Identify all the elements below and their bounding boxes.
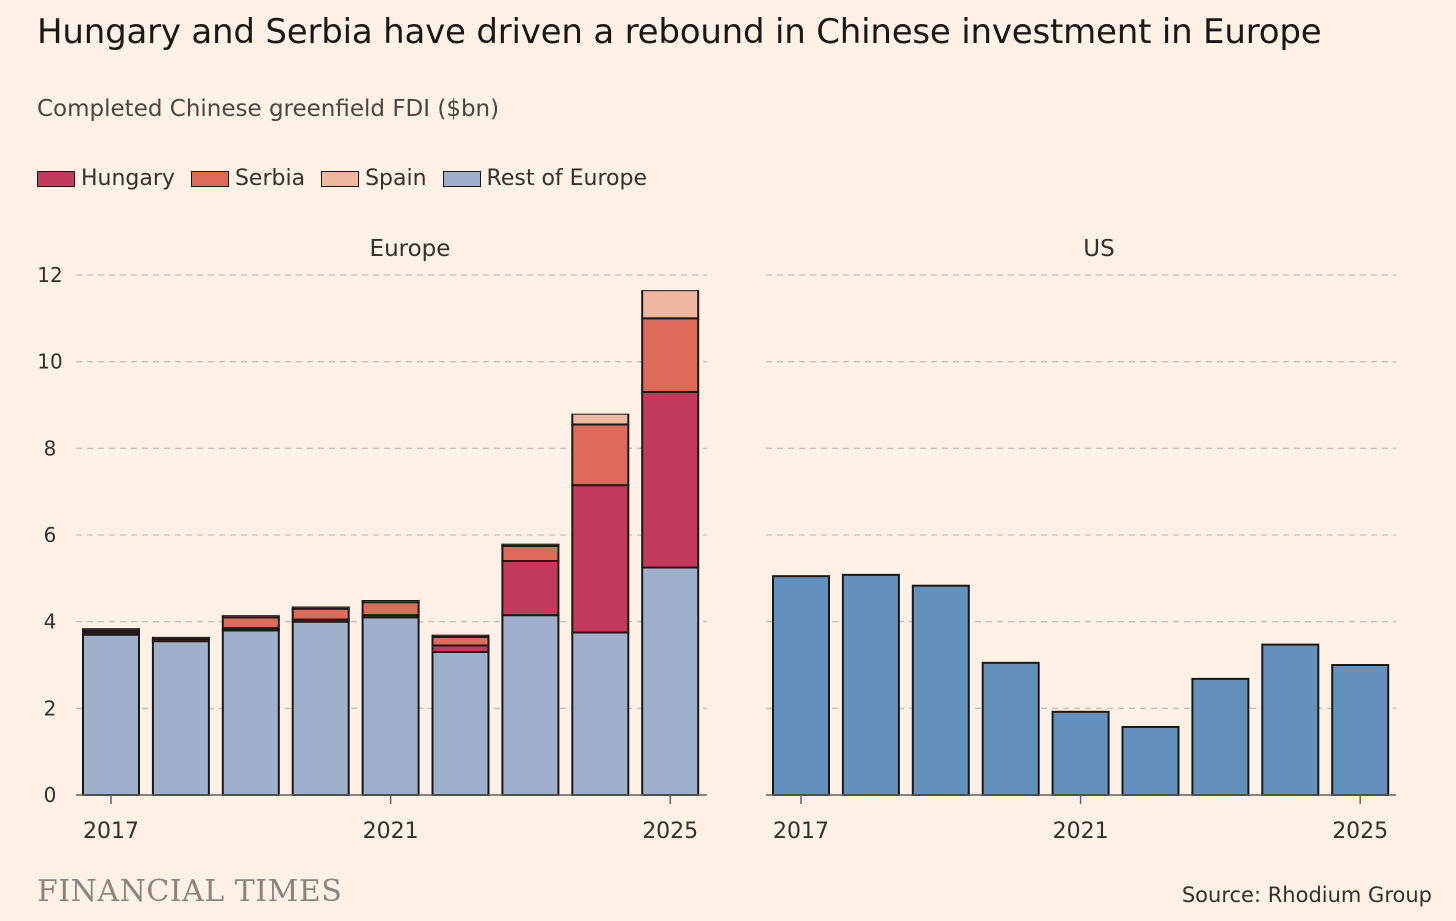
- bar-spain-2017: [82, 627, 140, 632]
- bar-serbia-2019: [221, 616, 280, 630]
- bar-gap-spain-2024: [571, 411, 630, 414]
- chart-subtitle: Completed Chinese greenfield FDI ($bn): [37, 96, 500, 122]
- x-tick-label-2021: 2021: [1053, 819, 1109, 844]
- y-tick-label-4: 4: [44, 610, 57, 634]
- y-tick-label-0: 0: [44, 783, 57, 807]
- panel-title-europe: Europe: [370, 236, 451, 262]
- bar-us-2022: [1121, 725, 1180, 797]
- bar-hungary-2025: [641, 391, 700, 569]
- y-tick-label-10: 10: [37, 350, 62, 374]
- bar-rest-of-europe-2024: [571, 631, 630, 796]
- bar-hungary-2024: [571, 484, 630, 634]
- legend-label-rest-of-europe: Rest of Europe: [486, 166, 648, 191]
- bar-rest-of-europe-2018: [151, 640, 210, 797]
- legend-item-serbia: Serbia: [190, 166, 306, 191]
- legend: Hungary Serbia Spain Rest of Europe: [37, 166, 663, 191]
- financial-times-logo: FINANCIAL TIMES: [37, 874, 343, 909]
- bar-us-2023: [1191, 677, 1250, 796]
- bar-gap-serbia-2018: [151, 634, 210, 637]
- bar-us-2020: [981, 661, 1040, 796]
- x-tick-label-2017: 2017: [83, 819, 139, 844]
- legend-item-rest-of-europe: Rest of Europe: [442, 166, 648, 191]
- legend-item-spain: Spain: [321, 166, 427, 191]
- panel-us: US 2017 2021 2025: [766, 236, 1396, 844]
- bar-us-2025: [1331, 664, 1390, 796]
- legend-swatch-spain: [321, 170, 360, 187]
- x-tick-label-2017: 2017: [773, 819, 829, 844]
- bar-gap-spain-2020: [291, 604, 350, 607]
- bar-rest-of-europe-2022: [431, 651, 490, 796]
- bar-gap-spain-2023: [501, 541, 560, 544]
- bar-gap-spain-2017: [82, 625, 140, 629]
- x-tick-label-2025: 2025: [1332, 819, 1388, 844]
- bar-rest-of-europe-2021: [361, 616, 420, 796]
- bar-rest-of-europe-2017: [82, 633, 140, 797]
- x-tick-label-2025: 2025: [642, 819, 698, 844]
- bar-rest-of-europe-2019: [221, 629, 280, 796]
- bar-serbia-2022: [431, 635, 490, 647]
- y-tick-label-8: 8: [44, 436, 57, 460]
- bar-us-2018: [841, 573, 900, 796]
- bar-us-2019: [911, 584, 970, 797]
- legend-item-hungary: Hungary: [37, 166, 175, 191]
- bar-gap-spain-2022: [431, 632, 490, 635]
- bar-rest-of-europe-2023: [501, 614, 560, 797]
- bar-spain-2024: [571, 412, 630, 426]
- bar-us-2021: [1051, 710, 1110, 796]
- bar-hungary-2023: [501, 560, 560, 617]
- bar-serbia-2020: [291, 607, 350, 621]
- bar-gap-spain-2025: [641, 287, 700, 291]
- legend-label-hungary: Hungary: [81, 166, 175, 191]
- bar-serbia-2021: [361, 601, 420, 617]
- bar-us-2024: [1261, 643, 1320, 797]
- legend-label-serbia: Serbia: [234, 166, 306, 191]
- y-tick-label-2: 2: [44, 696, 57, 720]
- y-tick-label-12: 12: [37, 263, 62, 287]
- source-note: Source: Rhodium Group: [1181, 883, 1432, 907]
- bar-spain-2021: [361, 599, 420, 604]
- legend-swatch-hungary: [37, 170, 75, 187]
- bar-gap-spain-2019: [221, 612, 280, 616]
- bar-serbia-2023: [501, 544, 560, 562]
- bar-rest-of-europe-2020: [291, 620, 350, 797]
- bar-serbia-2024: [571, 423, 630, 487]
- bar-gap-spain-2021: [361, 597, 420, 600]
- bar-spain-2023: [501, 542, 560, 547]
- bar-spain-2025: [641, 289, 700, 320]
- y-tick-label-6: 6: [44, 523, 57, 547]
- bar-rest-of-europe-2025: [641, 566, 700, 796]
- bar-spain-2019: [221, 614, 280, 619]
- bar-serbia-2025: [641, 317, 700, 394]
- legend-swatch-serbia: [190, 170, 229, 187]
- bar-spain-2020: [291, 605, 350, 610]
- bar-spain-2022: [431, 633, 490, 638]
- bar-serbia-2018: [151, 635, 210, 640]
- legend-swatch-rest-of-europe: [442, 170, 481, 187]
- chart-title: Hungary and Serbia have driven a rebound…: [37, 12, 1322, 52]
- bar-us-2017: [772, 575, 830, 797]
- legend-label-spain: Spain: [365, 166, 427, 191]
- x-tick-label-2021: 2021: [363, 819, 419, 844]
- panel-europe: Europe 0 2 4 6 8 10 12 2017 2021 2025: [37, 236, 707, 844]
- panel-title-us: US: [1083, 236, 1114, 262]
